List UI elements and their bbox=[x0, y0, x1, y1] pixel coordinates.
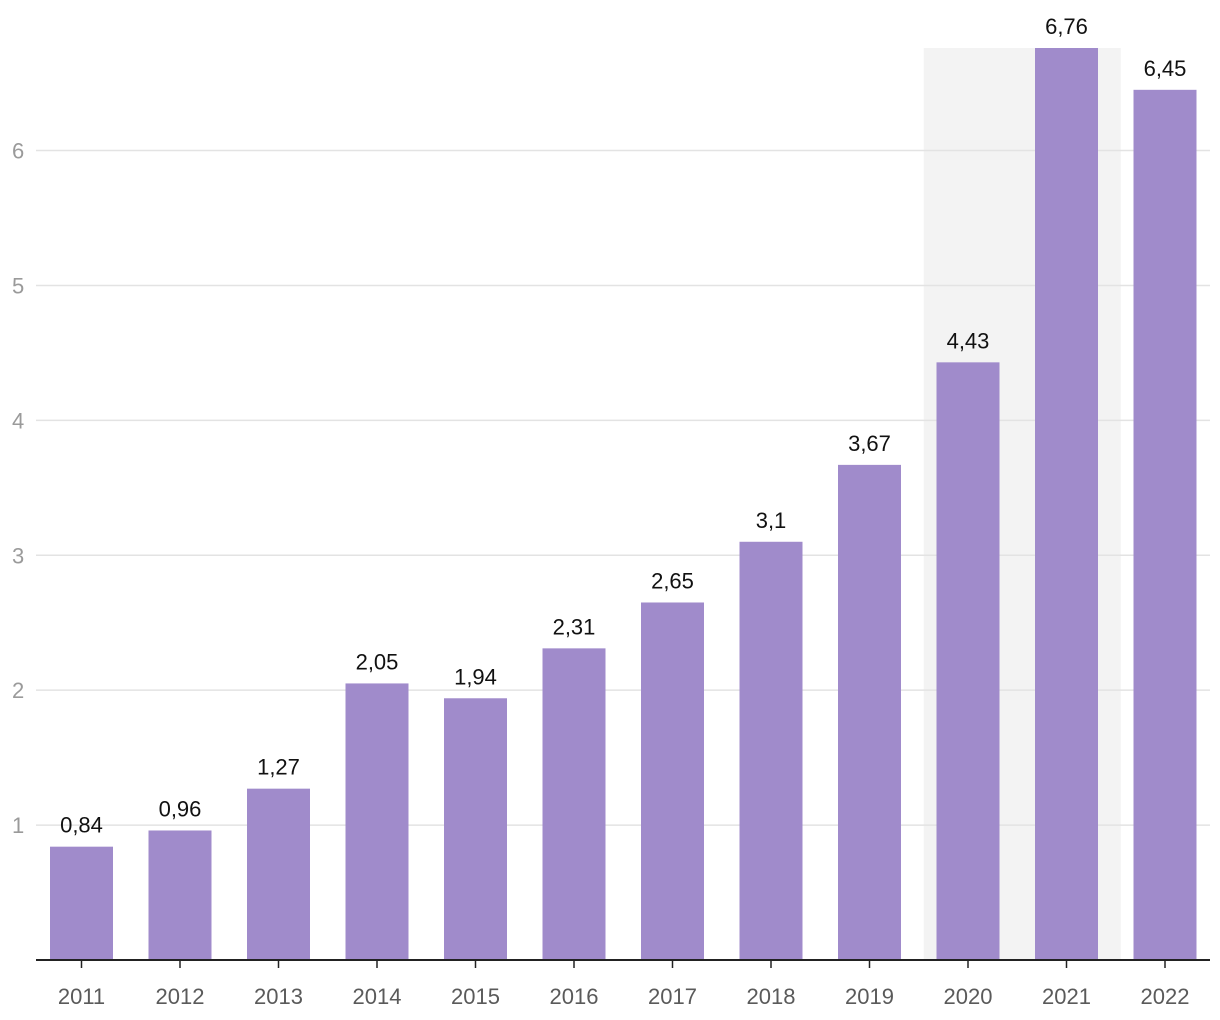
labels-layer: 1 2 3 4 5 6 0,84 2011 0,96 2012 1,27 2013 2,05 2014 1,… bbox=[12, 14, 1189, 1009]
x-tick-label: 2018 bbox=[747, 984, 796, 1009]
bar bbox=[542, 648, 606, 960]
data-label: 3,1 bbox=[756, 508, 787, 533]
bar bbox=[739, 541, 803, 960]
data-label: 2,05 bbox=[356, 649, 399, 674]
x-tick-label: 2019 bbox=[845, 984, 894, 1009]
bar bbox=[1035, 48, 1098, 960]
data-label: 1,94 bbox=[454, 664, 497, 689]
x-tick-label: 2017 bbox=[648, 984, 697, 1009]
y-tick-label: 2 bbox=[12, 678, 24, 703]
y-tick-label: 4 bbox=[12, 408, 24, 433]
bar bbox=[50, 846, 113, 960]
x-tick-label: 2011 bbox=[58, 984, 105, 1009]
x-tick-label: 2014 bbox=[353, 984, 402, 1009]
bar bbox=[936, 362, 1000, 960]
data-label: 6,45 bbox=[1144, 56, 1187, 81]
x-tick-label: 2022 bbox=[1141, 984, 1190, 1009]
data-label: 0,84 bbox=[60, 813, 103, 838]
data-label: 3,67 bbox=[848, 431, 891, 456]
bars-layer bbox=[50, 48, 1197, 960]
x-tick-label: 2013 bbox=[254, 984, 303, 1009]
x-tick-label: 2021 bbox=[1042, 984, 1091, 1009]
bar bbox=[444, 698, 507, 960]
y-tick-label: 5 bbox=[12, 273, 24, 298]
bar bbox=[345, 683, 409, 960]
bar bbox=[838, 464, 901, 960]
y-tick-label: 1 bbox=[12, 813, 24, 838]
x-tick-label: 2020 bbox=[944, 984, 993, 1009]
data-label: 4,43 bbox=[947, 328, 990, 353]
y-tick-label: 6 bbox=[12, 139, 24, 164]
data-label: 1,27 bbox=[257, 755, 300, 780]
bar bbox=[148, 830, 212, 960]
x-tick-label: 2012 bbox=[156, 984, 205, 1009]
data-label: 2,65 bbox=[651, 568, 694, 593]
grid-layer bbox=[36, 149, 1210, 826]
y-tick-label: 3 bbox=[12, 543, 24, 568]
data-label: 0,96 bbox=[159, 796, 202, 821]
data-label: 2,31 bbox=[553, 614, 596, 639]
x-tick-label: 2015 bbox=[451, 984, 500, 1009]
x-tick-label: 2016 bbox=[550, 984, 599, 1009]
data-label: 6,76 bbox=[1045, 14, 1088, 39]
bar bbox=[247, 788, 310, 960]
bar bbox=[1133, 89, 1197, 960]
bar bbox=[641, 602, 704, 960]
